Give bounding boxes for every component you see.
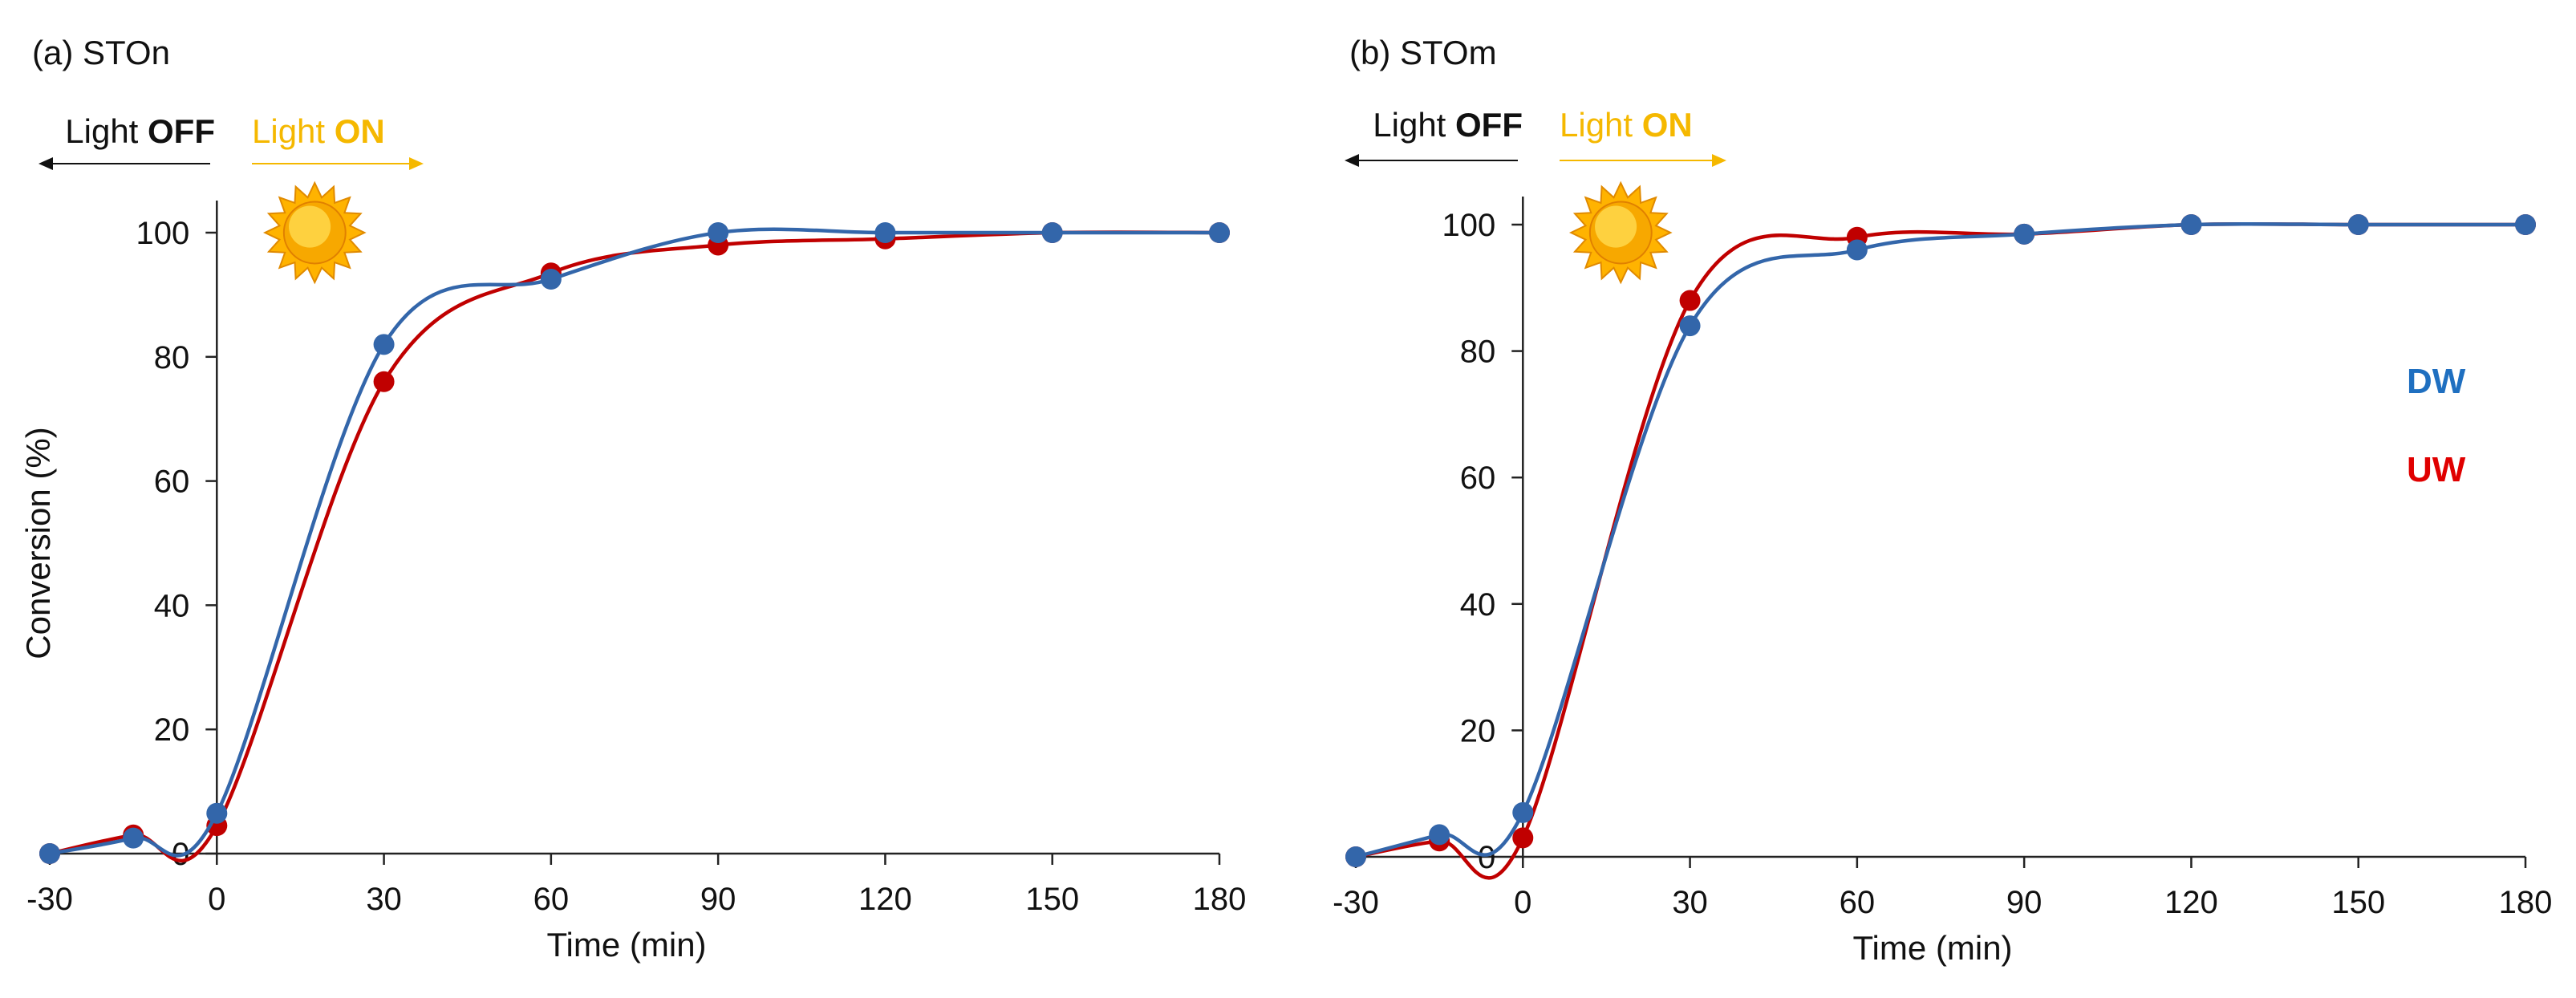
y-axis-title: Conversion (%) bbox=[19, 427, 57, 659]
panel-a: (a) STOn-30 0 30 60 90 120 150 180020406080100T… bbox=[19, 34, 1246, 964]
y-tick-label: 0 bbox=[1478, 840, 1495, 875]
y-tick-label: 60 bbox=[154, 465, 190, 500]
x-tick-label: 30 bbox=[1672, 885, 1708, 920]
light-off-label: Light OFF bbox=[1373, 106, 1523, 144]
light-on-arrowhead bbox=[1712, 154, 1726, 167]
data-point-dw bbox=[1209, 222, 1230, 243]
x-tick-label: 120 bbox=[858, 882, 912, 917]
x-tick-label: -30 bbox=[1333, 885, 1379, 920]
panel-b: (b) STOm -30 0 30 60 90 120 150 180 0 20 40 60 80 100 T… bbox=[1333, 34, 2552, 967]
x-tick-label: 150 bbox=[2331, 885, 2385, 920]
data-point-dw bbox=[540, 269, 562, 290]
series-uw bbox=[39, 222, 1230, 864]
x-tick-label: 90 bbox=[700, 882, 736, 917]
data-point-dw bbox=[1846, 239, 1868, 261]
light-on-prefix: Light bbox=[252, 112, 335, 150]
y-tick-label: 20 bbox=[1460, 713, 1496, 748]
x-axis-title: Time (min) bbox=[546, 926, 706, 964]
data-point-dw bbox=[2515, 214, 2536, 235]
y-tick-label: 100 bbox=[136, 216, 190, 251]
x-tick-label: 180 bbox=[2499, 885, 2553, 920]
series-line-uw bbox=[49, 230, 1220, 862]
data-point-dw bbox=[1512, 801, 1534, 823]
y-tick-label: 60 bbox=[1460, 460, 1496, 496]
x-tick-label: 30 bbox=[366, 882, 402, 917]
x-tick-label: 150 bbox=[1025, 882, 1079, 917]
light-off-label: Light OFF bbox=[65, 112, 215, 150]
light-on-label: Light ON bbox=[252, 112, 385, 150]
series-line-uw bbox=[1355, 221, 2525, 880]
data-point-uw bbox=[1679, 290, 1701, 311]
y-tick-label: 100 bbox=[1442, 208, 1496, 243]
light-on-prefix: Light bbox=[1560, 106, 1642, 144]
data-point-dw bbox=[1429, 824, 1450, 846]
sun-icon bbox=[262, 181, 367, 285]
x-tick-label: 180 bbox=[1193, 882, 1247, 917]
y-tick-label: 80 bbox=[154, 340, 190, 375]
data-point-dw bbox=[1041, 222, 1063, 243]
legend-dw: DW bbox=[2407, 362, 2466, 401]
data-point-dw bbox=[2180, 214, 2202, 235]
series-line-dw bbox=[1355, 221, 2525, 859]
light-off-prefix: Light bbox=[65, 112, 148, 150]
data-point-dw bbox=[206, 802, 228, 824]
sun-highlight bbox=[1595, 205, 1637, 248]
x-tick-label: -30 bbox=[26, 882, 73, 917]
legend-uw: UW bbox=[2407, 450, 2466, 489]
x-tick-label: 60 bbox=[533, 882, 570, 917]
x-tick-label: 120 bbox=[2164, 885, 2218, 920]
light-off-bold: OFF bbox=[1455, 106, 1523, 144]
series-dw bbox=[39, 222, 1230, 864]
data-point-dw bbox=[2014, 223, 2035, 245]
light-on-bold: ON bbox=[1642, 106, 1693, 144]
light-on-bold: ON bbox=[335, 112, 385, 150]
x-axis-title: Time (min) bbox=[1852, 929, 2012, 967]
y-tick-label: 40 bbox=[154, 588, 190, 623]
data-point-dw bbox=[1679, 315, 1701, 337]
x-tick-label: 60 bbox=[1840, 885, 1876, 920]
series-uw bbox=[1345, 214, 2536, 880]
data-point-dw bbox=[123, 827, 144, 849]
data-point-dw bbox=[373, 334, 395, 355]
light-on-arrowhead bbox=[409, 157, 424, 170]
sun-icon bbox=[1568, 181, 1673, 285]
series-line-dw bbox=[49, 227, 1219, 858]
sun-highlight bbox=[289, 205, 331, 248]
light-off-arrowhead bbox=[39, 157, 53, 170]
x-tick-label: 0 bbox=[208, 882, 225, 917]
data-point-dw bbox=[1345, 846, 1366, 867]
light-off-bold: OFF bbox=[148, 112, 215, 150]
series-dw bbox=[1345, 214, 2536, 867]
x-tick-label: 0 bbox=[1514, 885, 1531, 920]
data-point-dw bbox=[39, 843, 60, 864]
light-on-label: Light ON bbox=[1560, 106, 1693, 144]
data-point-uw bbox=[1512, 827, 1534, 849]
panel-label: (a) STOn bbox=[32, 34, 170, 71]
data-point-uw bbox=[373, 371, 395, 392]
data-point-dw bbox=[708, 222, 729, 243]
data-point-dw bbox=[874, 222, 896, 243]
y-tick-label: 40 bbox=[1460, 587, 1496, 623]
light-off-arrowhead bbox=[1345, 154, 1359, 167]
light-off-prefix: Light bbox=[1373, 106, 1455, 144]
x-tick-label: 90 bbox=[2006, 885, 2043, 920]
data-point-dw bbox=[2347, 214, 2369, 235]
panel-label: (b) STOm bbox=[1349, 34, 1497, 71]
y-tick-label: 80 bbox=[1460, 335, 1496, 370]
y-tick-label: 20 bbox=[154, 712, 190, 748]
